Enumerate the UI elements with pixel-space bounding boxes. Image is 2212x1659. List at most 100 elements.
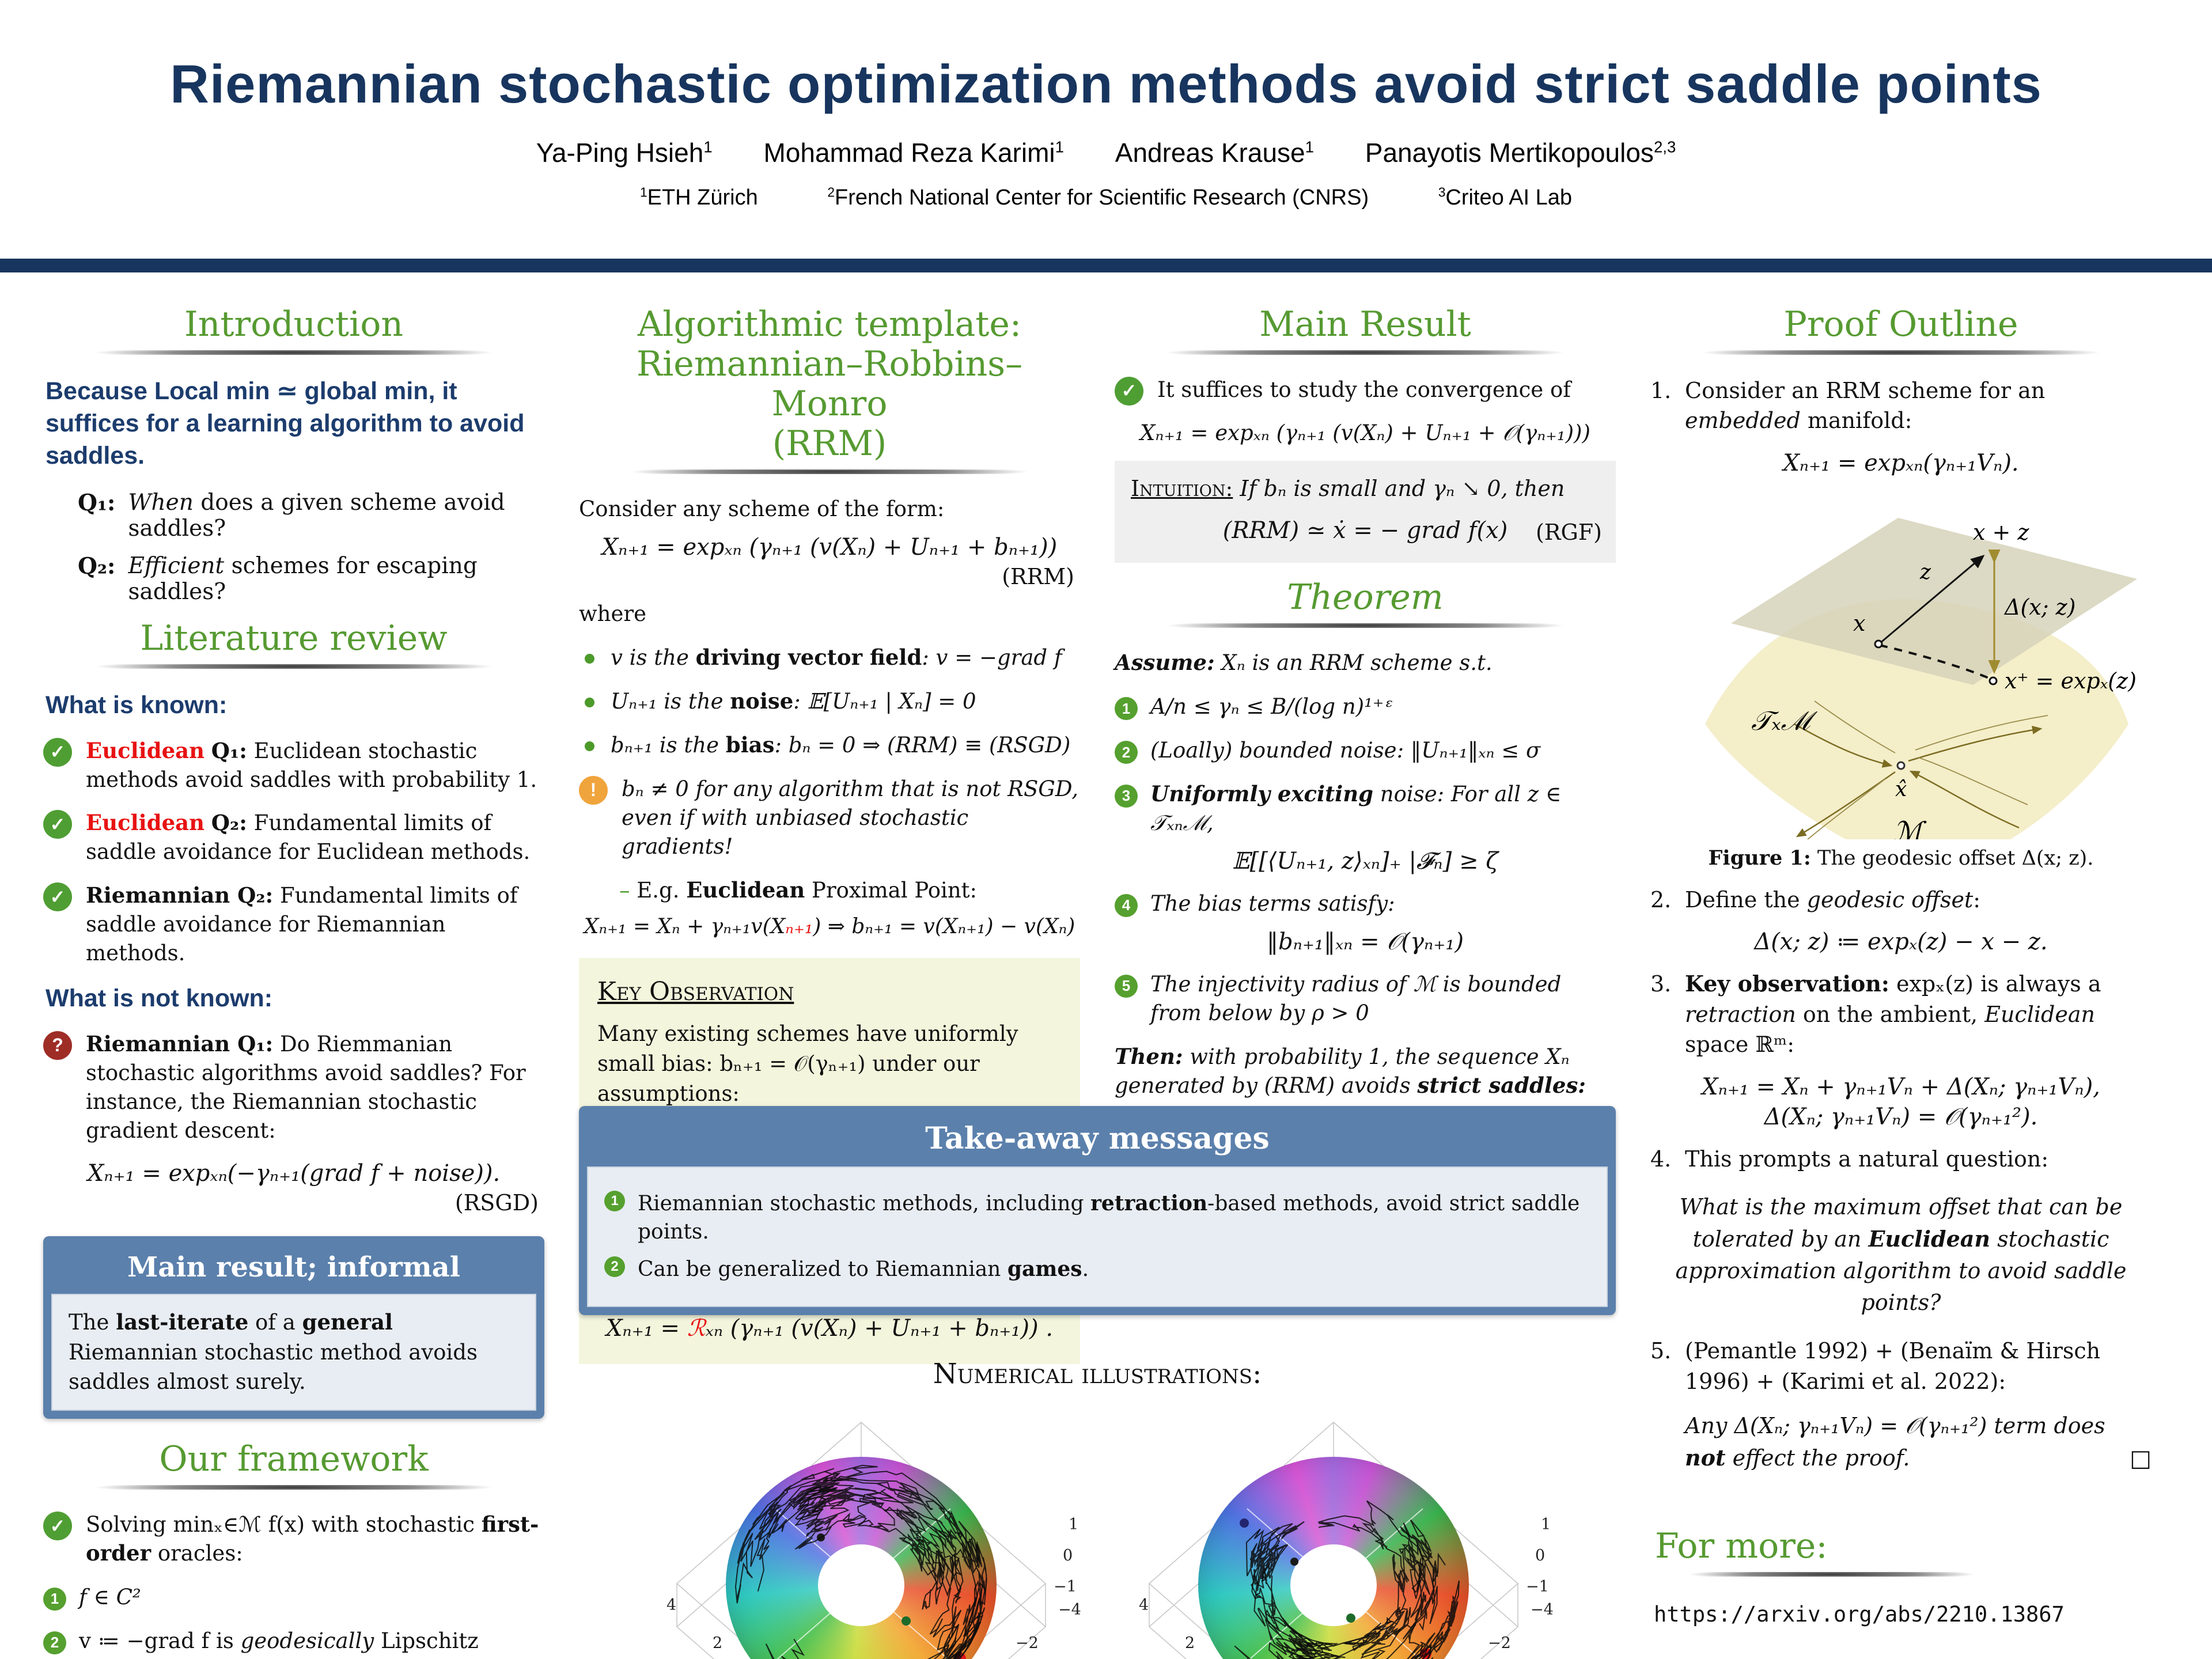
unknown-label: What is not known:: [46, 984, 273, 1013]
authors-line: Ya-Ping Hsieh1 Mohammad Reza Karimi1 And…: [0, 137, 2212, 168]
affiliation-2: 2French National Center for Scientific R…: [827, 184, 1369, 210]
rsgd-tag: (RSGD): [454, 1190, 539, 1215]
figure-1-caption: Figure 1: The geodesic offset Δ(x; z).: [1708, 846, 2094, 870]
middle-bottom-band: Take-away messages 1 Riemannian stochast…: [579, 1106, 1616, 1659]
flow-line: [1908, 725, 2043, 762]
bias-formula: ‖bₙ₊₁‖ₓₙ = 𝒪(γₙ₊₁): [1267, 928, 1464, 955]
badge-1-icon: 1: [1115, 697, 1138, 721]
main-result-formula: Xₙ₊₁ = expₓₙ (γₙ₊₁ (v(Xₙ) + Uₙ₊₁ + 𝒪(γₙ₊…: [1140, 421, 1590, 445]
check-icon: ✓: [43, 882, 72, 912]
framework-item-2: 2 v ≔ −grad f is geodesically Lipschitz: [43, 1627, 544, 1656]
author-3: Andreas Krause1: [1115, 138, 1314, 168]
section-header-literature: Literature review: [140, 618, 448, 658]
flow-line: [1814, 700, 1896, 753]
rrm-tag: (RRM): [1002, 563, 1074, 589]
retraction-expansion-formula-1: Xₙ₊₁ = Xₙ + γₙ₊₁Vₙ + Δ(Xₙ; γₙ₊₁Vₙ),: [1702, 1073, 2100, 1100]
stochastic-trajectory: [927, 1520, 987, 1659]
geodesic-offset-figure: x z x + z Δ(x; z) x⁺ = expₓ(z) 𝒯ₓℳ x̂ ℳ: [1705, 517, 2137, 878]
author-2: Mohammad Reza Karimi1: [763, 138, 1064, 168]
rsgd-formula: Xₙ₊₁ = expₓₙ(−γₙ₊₁(grad f + noise)).: [87, 1160, 501, 1187]
proof-step-1: 1. Consider an RRM scheme for an embedde…: [1650, 378, 2046, 434]
warning-icon: !: [579, 775, 608, 805]
proof-step-3: 3. Key observation: expₓ(z) is always a …: [1650, 971, 2101, 1058]
delta-label: Δ(x; z): [2003, 594, 2075, 620]
retraction-expansion-formula-2: Δ(Xₙ; γₙ₊₁Vₙ) = 𝒪(γₙ₊₁²).: [1764, 1103, 2038, 1130]
rgf-tag: (RGF): [1536, 520, 1602, 545]
stochastic-trajectory: [771, 1464, 980, 1568]
rrm-bullet-1: v is the driving vector field: v = −grad…: [579, 643, 1080, 672]
minimum-marker: [902, 1616, 911, 1626]
affiliation-3: 3Criteo AI Lab: [1438, 184, 1573, 210]
for-more-header: For more:: [1655, 1525, 1828, 1566]
bias-warning: ! bₙ ≠ 0 for any algorithm that is not R…: [579, 775, 1080, 861]
torus-figures: 4 2 0 −2 −4 4 2 0 −2 −4 1 0 −1: [579, 1393, 1616, 1659]
header-rule: [49, 1485, 539, 1490]
header-rule: [1656, 1571, 2008, 1577]
torus-plot-right: 4 2 0 −2 −4 4 2 0 −2 −4 1 0 −1: [1103, 1393, 1564, 1659]
header-rule: [1120, 350, 1610, 355]
header-rule: [49, 664, 539, 669]
question-icon: ?: [43, 1031, 72, 1060]
intuition-box: Intuition: If bₙ is small and γₙ ↘ 0, th…: [1115, 461, 1616, 563]
section-header-theorem: Theorem: [1287, 577, 1444, 618]
geodesic-dashed-curve: [1879, 643, 1992, 680]
theorem-assume: Assume: Xₙ is an RRM scheme s.t.: [1115, 650, 1493, 676]
takeaway-item-2: 2 Can be generalized to Riemannian games…: [604, 1255, 1590, 1284]
framework-lead: ✓ Solving minₓ∈ℳ f(x) with stochastic fi…: [43, 1510, 544, 1568]
exciting-noise-formula: 𝔼[[⟨Uₙ₊₁, z⟩ₓₙ]₊ |𝓕ₙ] ≥ ζ: [1232, 847, 1498, 874]
badge-2-icon: 2: [43, 1631, 66, 1654]
header-rule: [1656, 350, 2146, 355]
stochastic-trajectory: [1400, 1519, 1446, 1659]
key-observation-lead: Many existing schemes have uniformly sma…: [597, 1021, 1018, 1106]
author-1: Ya-Ping Hsieh1: [536, 138, 713, 168]
takeaway-body: 1 Riemannian stochastic methods, includi…: [587, 1166, 1608, 1307]
intro-statement: Because Local min ≃ global min, it suffi…: [46, 377, 525, 469]
proof-step-4: 4. This prompts a natural question:: [1650, 1146, 2049, 1172]
point-x-plus: [1988, 676, 1998, 685]
intuition-label: Intuition:: [1131, 476, 1233, 501]
unknown-item-1: ? Riemannian Q₁: Do Riemmanian stochasti…: [43, 1030, 544, 1145]
main-result-informal-box: Main result; informal The last-iterate o…: [43, 1236, 544, 1419]
point-x: [1874, 639, 1883, 649]
x-plus-z-label: x + z: [1973, 520, 2029, 545]
question-2: Q₂: Efficient schemes for escaping saddl…: [78, 552, 478, 605]
page-title: Riemannian stochastic optimization metho…: [170, 54, 2042, 114]
known-item-1: ✓ Euclidean Q₁: Euclidean stochastic met…: [43, 737, 544, 794]
section-header-proof: Proof Outline: [1783, 304, 2018, 344]
header-rule: [585, 469, 1074, 474]
informal-box-body: The last-iterate of a general Riemannian…: [51, 1293, 536, 1411]
x-plus-label: x⁺ = expₓ(z): [2005, 668, 2137, 694]
rgf-formula: (RRM) ≃ ẋ = − grad f(x): [1222, 517, 1508, 544]
theorem-then: Then: with probability 1, the sequence X…: [1115, 1043, 1586, 1098]
bullet-icon: [585, 697, 594, 707]
bullet-icon: [585, 741, 594, 751]
takeaway-title: Take-away messages: [925, 1121, 1270, 1156]
badge-1-icon: 1: [43, 1588, 66, 1611]
minimum-marker: [1346, 1613, 1355, 1623]
check-icon: ✓: [43, 1512, 72, 1541]
header-rule: [1120, 623, 1610, 628]
question-1: Q₁: When does a given scheme avoid saddl…: [78, 489, 505, 541]
proof-step-5: 5. (Pemantle 1992) + (Benaïm & Hirsch 19…: [1650, 1338, 2101, 1394]
takeaway-item-1: 1 Riemannian stochastic methods, includi…: [604, 1190, 1590, 1246]
known-item-2: ✓ Euclidean Q₂: Fundamental limits of sa…: [43, 809, 544, 866]
x-label: x: [1853, 611, 1865, 636]
stochastic-trajectory: [1270, 1607, 1406, 1659]
section-header-framework: Our framework: [159, 1439, 429, 1480]
badge-4-icon: 4: [1115, 893, 1138, 917]
embedded-formula: Xₙ₊₁ = expₓₙ(γₙ₊₁Vₙ).: [1783, 449, 2019, 476]
key-observation-heading: Key Observation: [597, 977, 794, 1007]
badge-2-icon: 2: [1115, 741, 1138, 764]
saddle-marker: [1240, 1518, 1249, 1528]
retraction-formula: Xₙ₊₁ = ℛₓₙ (γₙ₊₁ (v(Xₙ) + Uₙ₊₁ + bₙ₊₁)) …: [605, 1315, 1054, 1342]
stochastic-trajectory: [1245, 1521, 1305, 1640]
informal-box-title: Main result; informal: [127, 1251, 460, 1283]
known-item-3: ✓ Riemannian Q₂: Fundamental limits of s…: [43, 881, 544, 968]
arxiv-link[interactable]: https://arxiv.org/abs/2210.13867: [1654, 1601, 2065, 1627]
geodesic-offset-formula: Δ(x; z) ≔ expₓ(z) − x − z.: [1754, 929, 2048, 956]
section-header-algorithmic: Algorithmic template: Riemannian–Robbins…: [636, 304, 1023, 464]
trajectory-overlay: [734, 1464, 987, 1659]
z-label: z: [1919, 560, 1931, 584]
point-saddle: [1896, 761, 1906, 770]
assumption-4: 4 The bias terms satisfy:: [1115, 889, 1616, 918]
